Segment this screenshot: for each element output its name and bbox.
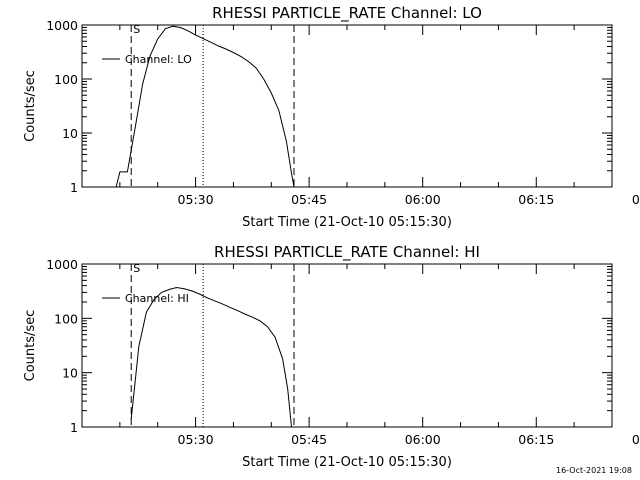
panel-2-y-tick-label: 1000 xyxy=(46,257,78,272)
panel-1-y-tick-label: 10 xyxy=(62,126,78,141)
panel-2-x-tick-label: 05:45 xyxy=(291,432,327,447)
panel-2-x-tick-label: 06:00 xyxy=(405,432,441,447)
panel-1-plot-frame xyxy=(81,24,613,188)
panel-2-x-tick-label: 05:30 xyxy=(178,432,214,447)
panel-2-y-tick-label: 100 xyxy=(54,311,78,326)
panel-1-y-tick-label: 1000 xyxy=(46,18,78,33)
panel-1-series-line-1 xyxy=(104,25,295,188)
panel-2-series-line-1 xyxy=(130,286,292,428)
panel-2-title: RHESSI PARTICLE_RATE Channel: HI xyxy=(214,243,480,262)
panel-1-x-tick-label: 05:30 xyxy=(178,192,214,207)
panel-1-marker-label-s: S xyxy=(133,23,140,36)
panel-1-x-axis-title: Start Time (21-Oct-10 05:15:30) xyxy=(242,215,452,230)
timestamp: 16-Oct-2021 19:08 xyxy=(556,466,632,475)
panel-1-x-tick-label: 06:30 xyxy=(632,192,640,207)
panel-2-x-tick-label: 06:30 xyxy=(632,432,640,447)
panel-2-y-axis-title: Counts/sec xyxy=(23,310,38,382)
panel-2-legend-label: Channel: HI xyxy=(125,292,189,305)
panel-1-x-tick-label: 05:45 xyxy=(291,192,327,207)
panel-1-x-tick-label: 06:00 xyxy=(405,192,441,207)
panel-2-plot-frame xyxy=(81,263,613,428)
panel-1-y-tick-label: 100 xyxy=(54,72,78,87)
panel-1-title: RHESSI PARTICLE_RATE Channel: LO xyxy=(212,4,482,23)
panel-2-x-tick-label: 06:15 xyxy=(518,432,554,447)
panel-1-y-tick-label: 1 xyxy=(70,180,78,195)
panel-2-x-axis-title: Start Time (21-Oct-10 05:15:30) xyxy=(242,455,452,470)
panel-2-marker-label-s: S xyxy=(133,262,140,275)
panel-1-legend-label: Channel: LO xyxy=(125,53,192,66)
panel-1-x-tick-label: 06:15 xyxy=(518,192,554,207)
panel-1-y-axis-title: Counts/sec xyxy=(23,70,38,142)
panel-2-y-tick-label: 10 xyxy=(62,366,78,381)
panel-2-y-tick-label: 1 xyxy=(70,420,78,435)
